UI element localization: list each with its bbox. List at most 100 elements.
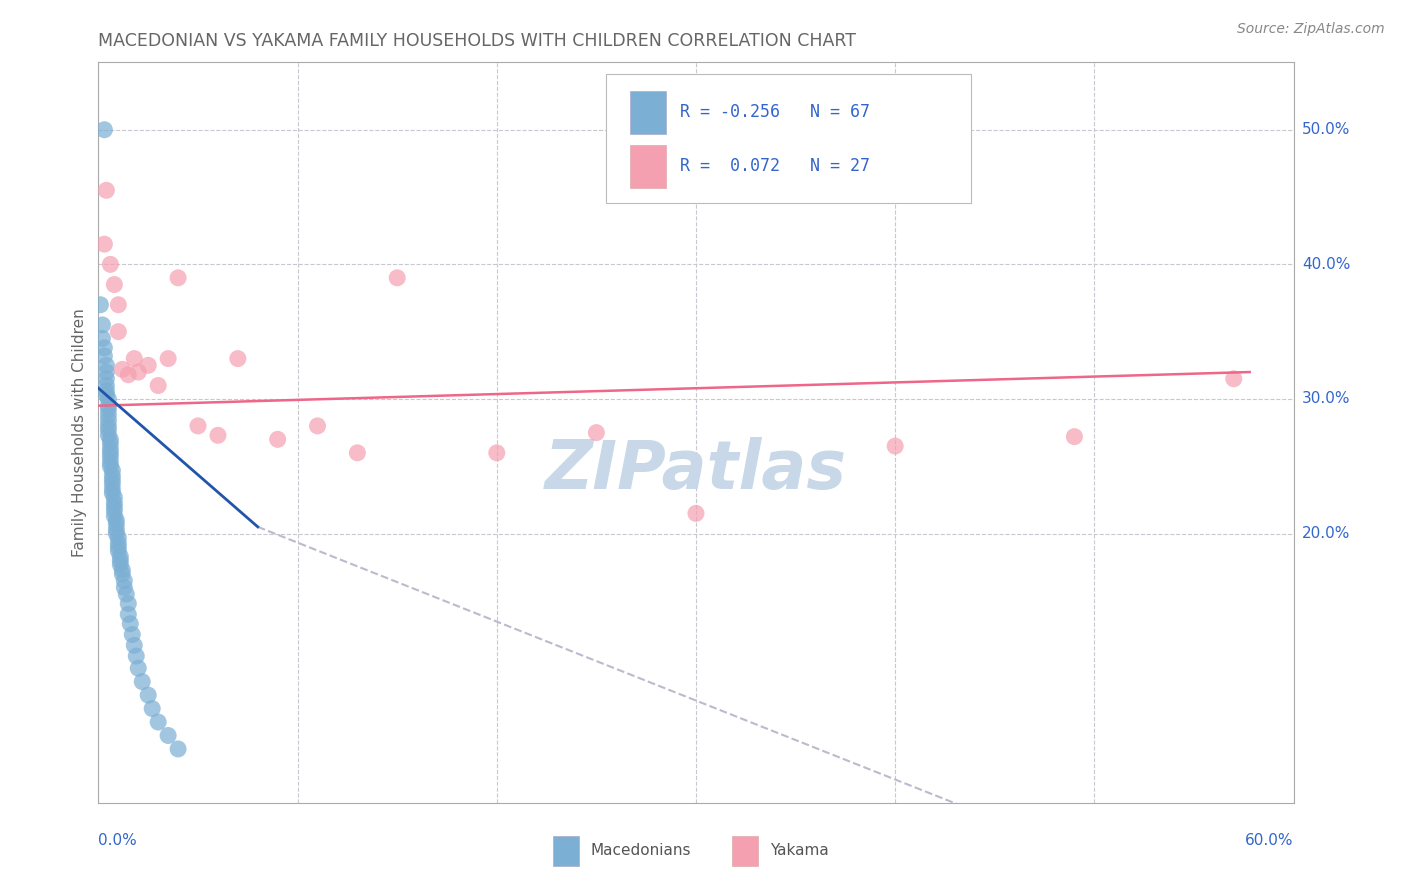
- Point: [107, 325, 129, 339]
- Point: [187, 418, 209, 433]
- Point: [110, 553, 132, 567]
- Point: [115, 587, 138, 601]
- Point: [105, 526, 128, 541]
- Point: [103, 504, 125, 518]
- Point: [685, 507, 707, 521]
- Text: 50.0%: 50.0%: [1302, 122, 1350, 137]
- Point: [167, 742, 190, 756]
- Point: [111, 362, 134, 376]
- Text: 30.0%: 30.0%: [1302, 392, 1350, 407]
- Y-axis label: Family Households with Children: Family Households with Children: [72, 309, 87, 557]
- Point: [157, 351, 180, 366]
- Point: [98, 459, 122, 474]
- Point: [117, 368, 139, 382]
- Point: [98, 442, 122, 456]
- Point: [89, 298, 111, 312]
- Point: [91, 331, 114, 345]
- Point: [96, 365, 118, 379]
- Point: [101, 468, 124, 483]
- Point: [103, 277, 125, 292]
- Point: [124, 638, 146, 652]
- Point: [97, 408, 120, 422]
- Point: [103, 495, 125, 509]
- Point: [136, 359, 159, 373]
- Point: [125, 649, 148, 664]
- Point: [103, 509, 125, 524]
- Point: [1063, 430, 1085, 444]
- Point: [107, 536, 129, 550]
- Point: [131, 674, 153, 689]
- Text: 40.0%: 40.0%: [1302, 257, 1350, 272]
- Point: [157, 729, 180, 743]
- Point: [167, 270, 190, 285]
- Point: [98, 436, 122, 450]
- Point: [111, 563, 134, 577]
- Point: [101, 482, 124, 496]
- Point: [101, 486, 124, 500]
- Point: [307, 418, 329, 433]
- Text: 0.0%: 0.0%: [98, 833, 138, 848]
- Point: [96, 384, 118, 398]
- Point: [98, 446, 122, 460]
- Point: [101, 473, 124, 487]
- Point: [148, 378, 170, 392]
- Point: [96, 388, 118, 402]
- Point: [117, 597, 139, 611]
- Point: [97, 428, 120, 442]
- Point: [346, 446, 368, 460]
- Point: [112, 574, 135, 588]
- FancyBboxPatch shape: [553, 836, 579, 866]
- Point: [136, 688, 159, 702]
- Point: [1223, 372, 1246, 386]
- Point: [98, 450, 122, 464]
- Point: [98, 257, 122, 271]
- Point: [96, 359, 118, 373]
- Point: [97, 402, 120, 417]
- Point: [127, 661, 149, 675]
- FancyBboxPatch shape: [606, 73, 972, 203]
- Point: [267, 433, 290, 447]
- Point: [101, 463, 124, 477]
- Point: [117, 607, 139, 622]
- Point: [107, 544, 129, 558]
- Point: [96, 378, 118, 392]
- Point: [121, 627, 143, 641]
- Point: [96, 183, 118, 197]
- FancyBboxPatch shape: [630, 145, 666, 187]
- Point: [127, 365, 149, 379]
- Point: [107, 298, 129, 312]
- FancyBboxPatch shape: [733, 836, 758, 866]
- Point: [96, 372, 118, 386]
- Point: [884, 439, 907, 453]
- Point: [97, 418, 120, 433]
- Point: [226, 351, 249, 366]
- Point: [207, 428, 229, 442]
- Point: [93, 349, 115, 363]
- Point: [98, 455, 122, 469]
- Point: [585, 425, 607, 440]
- Point: [97, 423, 120, 437]
- Point: [385, 270, 409, 285]
- Text: Source: ZipAtlas.com: Source: ZipAtlas.com: [1237, 22, 1385, 37]
- Point: [93, 237, 115, 252]
- Text: Yakama: Yakama: [770, 844, 828, 858]
- Point: [97, 392, 120, 406]
- Point: [98, 433, 122, 447]
- Point: [120, 616, 142, 631]
- Point: [112, 581, 135, 595]
- Point: [105, 523, 128, 537]
- Text: R = -0.256   N = 67: R = -0.256 N = 67: [681, 103, 870, 121]
- Text: ZIPatlas: ZIPatlas: [546, 437, 846, 502]
- Point: [103, 490, 125, 504]
- Point: [91, 318, 114, 332]
- Point: [93, 341, 115, 355]
- Point: [148, 714, 170, 729]
- Point: [103, 500, 125, 514]
- Point: [97, 399, 120, 413]
- Point: [107, 531, 129, 545]
- Text: 20.0%: 20.0%: [1302, 526, 1350, 541]
- Text: R =  0.072   N = 27: R = 0.072 N = 27: [681, 157, 870, 175]
- Point: [485, 446, 508, 460]
- FancyBboxPatch shape: [630, 91, 666, 134]
- Point: [93, 122, 115, 136]
